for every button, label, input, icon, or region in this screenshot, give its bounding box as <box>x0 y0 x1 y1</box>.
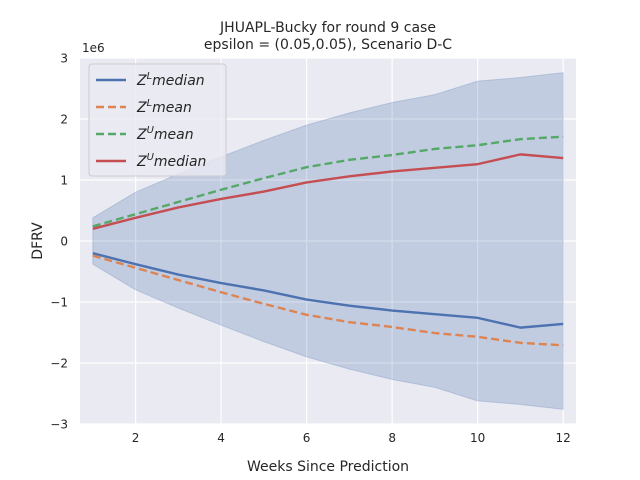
legend-label: ZLmean <box>136 98 192 116</box>
confidence-band <box>92 72 564 410</box>
chart-subtitle: epsilon = (0.05,0.05), Scenario D-C <box>204 37 452 53</box>
y-tick-label: −2 <box>50 357 68 371</box>
y-axis-offset-label: 1e6 <box>82 41 105 55</box>
confidence-band-layer <box>92 72 564 410</box>
x-tick-label: 2 <box>132 431 140 445</box>
x-tick-label: 12 <box>556 431 571 445</box>
y-axis-label: DFRV <box>30 222 46 260</box>
chart-title: JHUAPL-Bucky for round 9 case <box>219 20 436 36</box>
legend-label: ZLmedian <box>136 71 205 89</box>
x-axis-label: Weeks Since Prediction <box>247 459 409 475</box>
x-tick-label: 10 <box>470 431 485 445</box>
y-tick-label: 0 <box>60 235 68 249</box>
legend-box <box>88 63 227 177</box>
series-layer <box>92 135 564 347</box>
legend: ZLmedian ZLmean ZUmean ZUmedian <box>88 63 227 177</box>
legend-items: ZLmedian ZLmean ZUmean ZUmedian <box>96 71 206 170</box>
y-axis-ticks: −3 −2 −1 0 1 2 3 <box>50 52 68 432</box>
y-tick-label: 3 <box>60 52 68 66</box>
x-tick-label: 4 <box>217 431 225 445</box>
legend-label: ZUmean <box>136 125 194 143</box>
x-tick-label: 6 <box>303 431 311 445</box>
y-tick-label: 1 <box>60 174 68 188</box>
x-axis-ticks: 2 4 6 8 10 12 <box>132 431 571 445</box>
series-line-l-median <box>92 252 564 329</box>
legend-label: ZUmedian <box>136 152 206 170</box>
y-tick-label: −1 <box>50 296 68 310</box>
series-line-u-mean <box>92 135 564 228</box>
x-tick-label: 8 <box>388 431 396 445</box>
series-line-u-median <box>92 153 564 230</box>
y-tick-label: −3 <box>50 418 68 432</box>
y-tick-label: 2 <box>60 113 68 127</box>
series-line-l-mean <box>92 254 564 347</box>
